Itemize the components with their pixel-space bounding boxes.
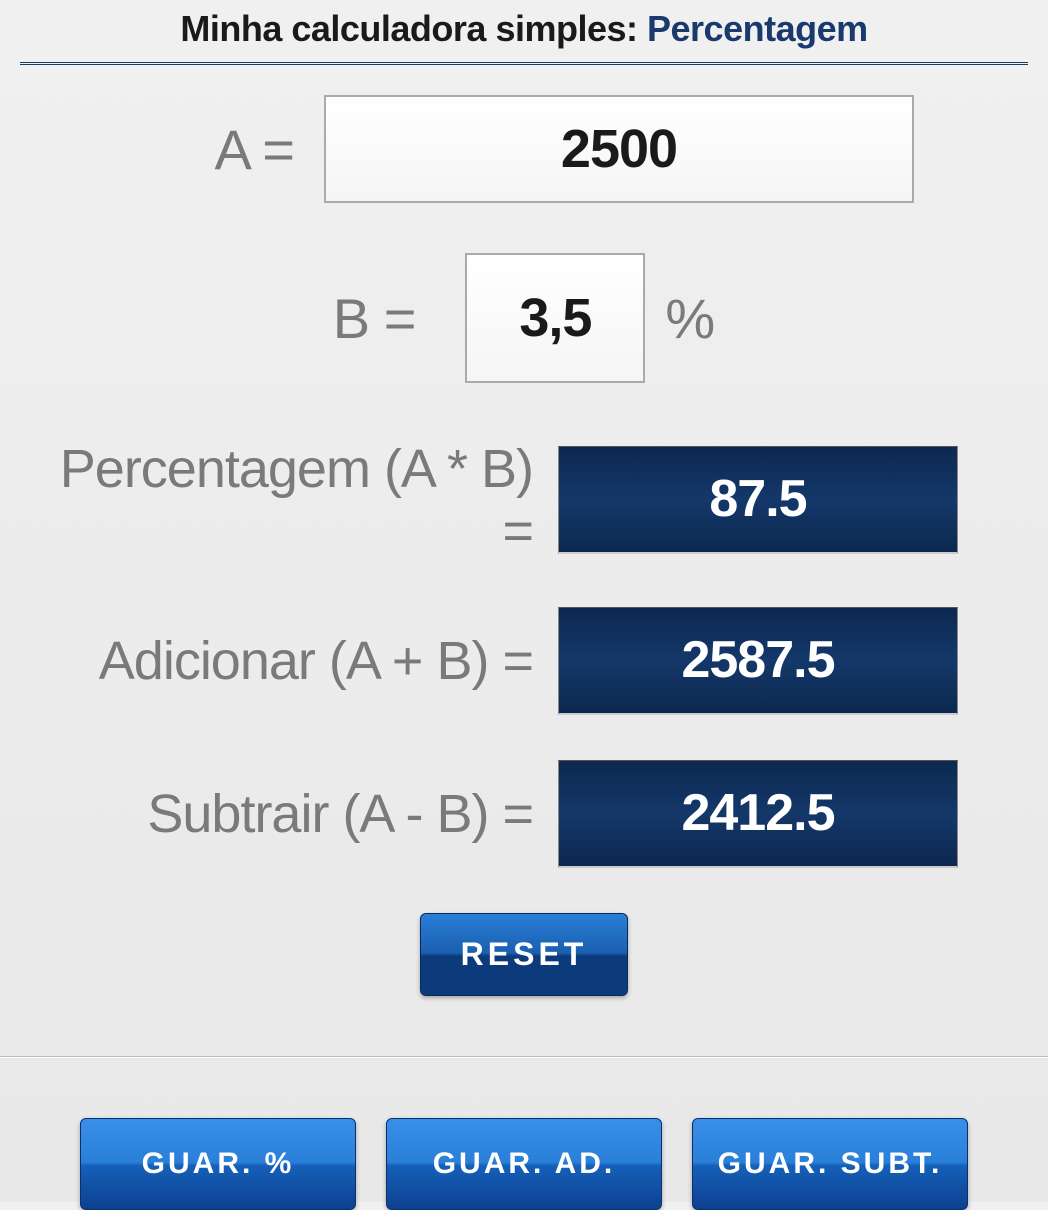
label-percent: Percentagem (A * B) =: [40, 438, 533, 562]
percent-suffix: %: [665, 286, 715, 351]
result-add: 2587.5: [558, 607, 958, 715]
save-percent-button[interactable]: GUAR. %: [80, 1118, 356, 1210]
input-row-b: B = %: [0, 253, 1048, 383]
page-header: Minha calculadora simples: Percentagem: [20, 0, 1028, 65]
header-prefix: Minha calculadora simples:: [180, 8, 647, 49]
save-sub-button[interactable]: GUAR. SUBT.: [692, 1118, 968, 1210]
save-buttons-row: GUAR. % GUAR. AD. GUAR. SUBT.: [0, 1058, 1048, 1210]
result-sub: 2412.5: [558, 760, 958, 868]
result-row-percent: Percentagem (A * B) = 87.5: [0, 438, 1048, 562]
result-row-sub: Subtrair (A - B) = 2412.5: [0, 760, 1048, 868]
label-add: Adicionar (A + B) =: [40, 630, 533, 692]
result-percent: 87.5: [558, 446, 958, 554]
label-sub: Subtrair (A - B) =: [40, 783, 533, 845]
label-a: A =: [134, 117, 294, 182]
input-a[interactable]: [324, 95, 914, 203]
header-highlight: Percentagem: [647, 8, 868, 49]
result-row-add: Adicionar (A + B) = 2587.5: [0, 607, 1048, 715]
save-add-button[interactable]: GUAR. AD.: [386, 1118, 662, 1210]
label-b: B =: [333, 286, 416, 351]
calculator-container: Minha calculadora simples: Percentagem A…: [0, 0, 1048, 1210]
header-title: Minha calculadora simples: Percentagem: [180, 8, 867, 49]
reset-button[interactable]: RESET: [420, 913, 629, 996]
reset-row: RESET: [0, 913, 1048, 996]
input-row-a: A =: [0, 95, 1048, 203]
input-b[interactable]: [465, 253, 645, 383]
